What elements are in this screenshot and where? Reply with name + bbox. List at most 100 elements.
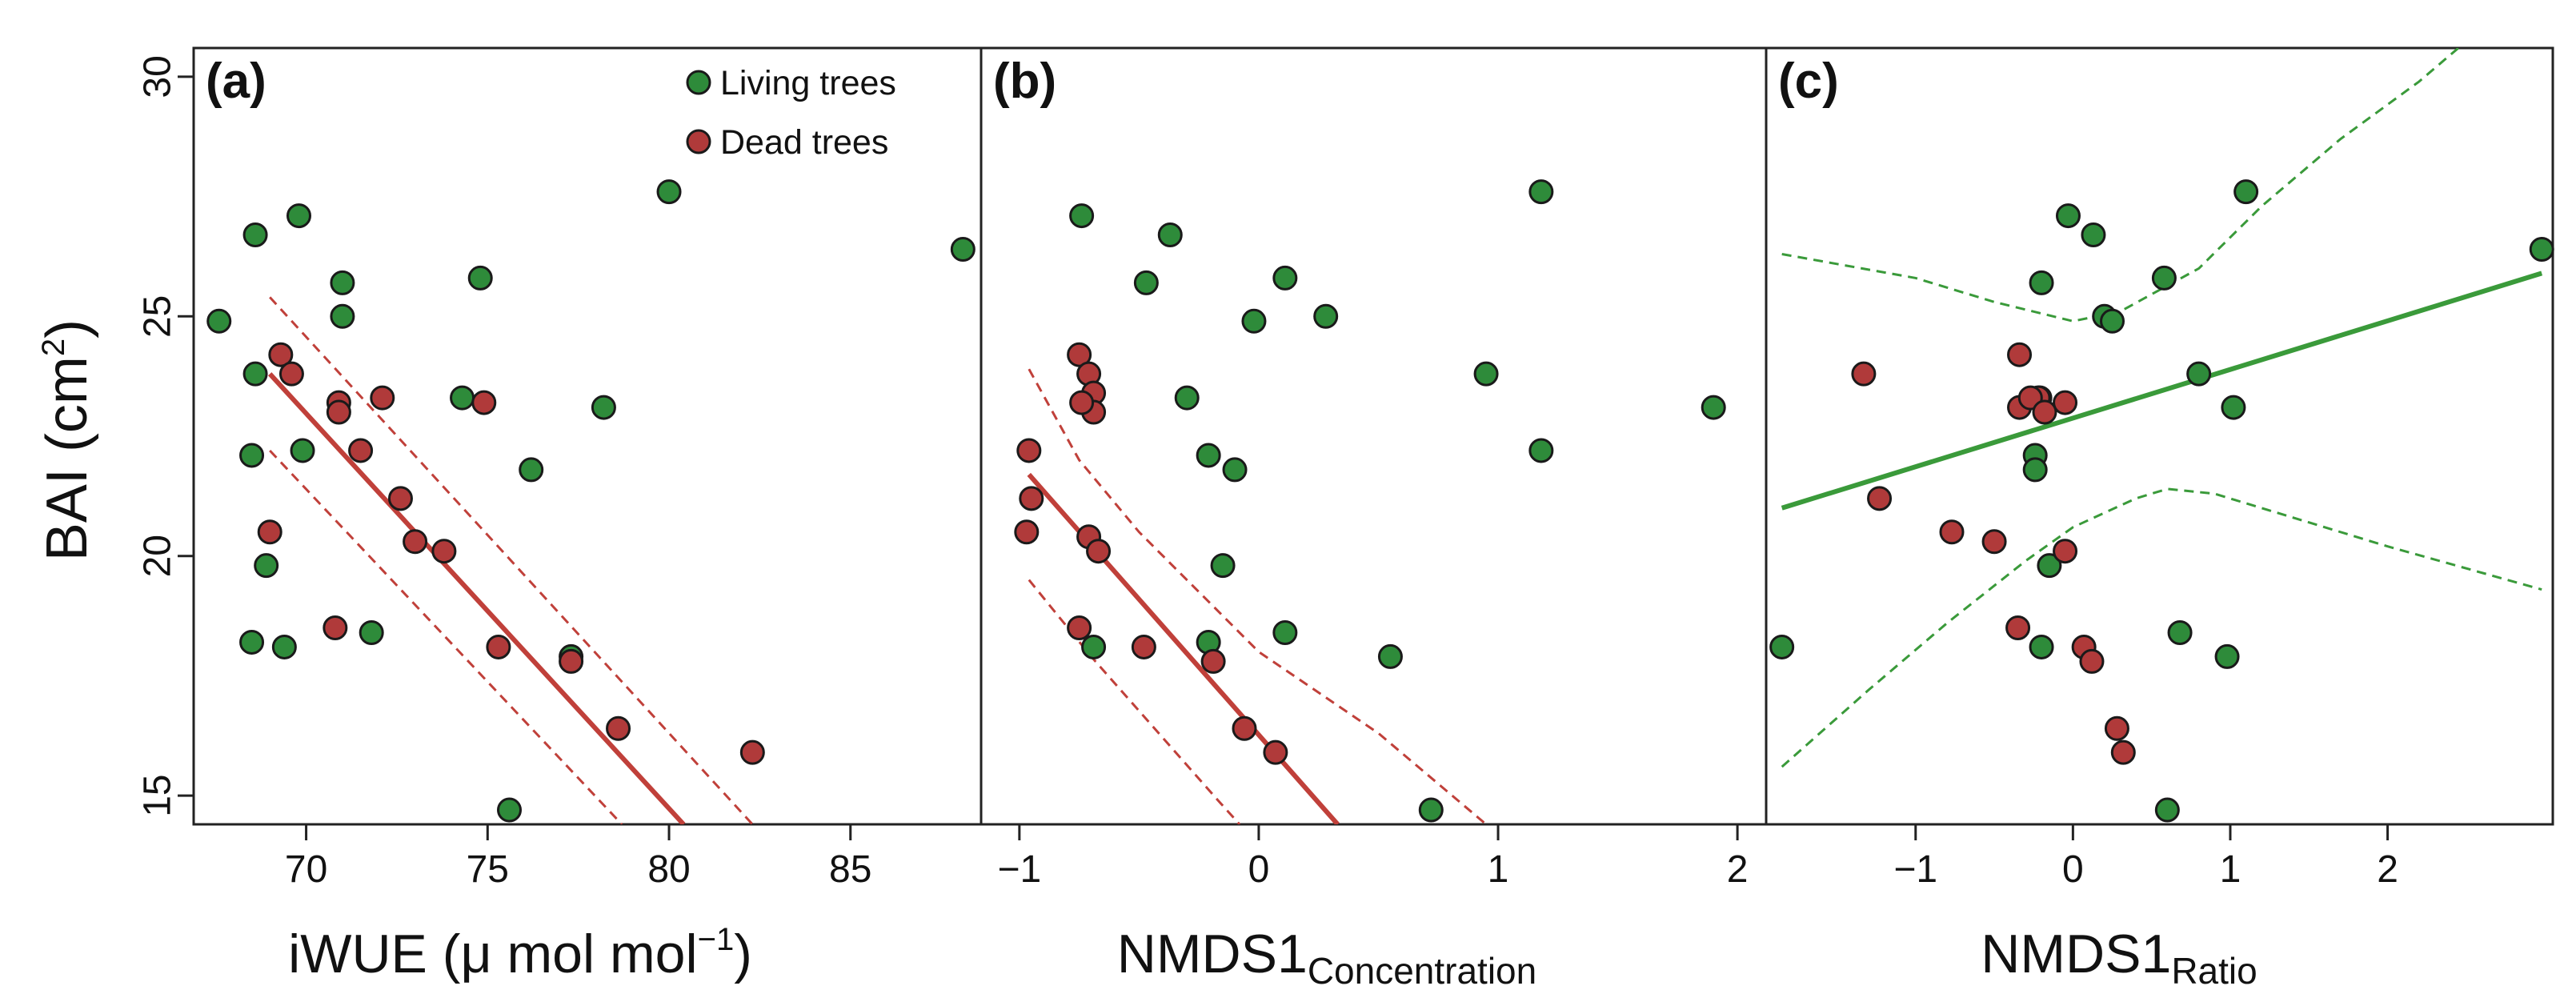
y-label-open: (cm [35, 356, 99, 468]
x-label-a-sup: −1 [698, 922, 735, 957]
living-tree-point-a [656, 179, 682, 205]
x-tick-label-c: 2 [2377, 848, 2398, 891]
dead-tree-point-c [2005, 615, 2031, 641]
dead-tree-point-a [278, 361, 304, 387]
living-tree-point-a [286, 203, 312, 229]
living-tree-point-b [1272, 619, 1298, 645]
living-tree-point-a [519, 457, 544, 483]
upper-ci-b [1028, 368, 1488, 824]
plot-frame [192, 46, 2554, 826]
x-tick-label-b: 2 [1727, 848, 1749, 891]
dead-tree-point-c [1867, 486, 1893, 511]
x-tick-label-b: −1 [997, 848, 1041, 891]
living-tree-point-a [254, 553, 279, 579]
living-tree-point-b [1133, 270, 1159, 295]
living-tree-point-a [271, 634, 297, 659]
living-tree-point-c [1769, 634, 1795, 659]
lower-ci-b [1028, 579, 1241, 824]
x-label-a-main: iWUE ( [288, 924, 461, 984]
dead-tree-point-b [1069, 390, 1095, 415]
lower-ci-a [269, 449, 623, 824]
dead-tree-point-a [739, 739, 765, 765]
x-label-a-mu: μ [460, 924, 491, 984]
y-tick-label: 25 [137, 295, 179, 338]
living-tree-point-b [1418, 797, 1444, 823]
text-layer: 15 20 25 30 70 75 80 85 (a) −1 0 1 2 (b) −1 0 1 2 (c) [137, 54, 2398, 891]
living-tree-point-c [2029, 634, 2054, 659]
x-tick-label-a: 70 [285, 848, 327, 891]
living-tree-point-b [1313, 303, 1339, 329]
dead-tree-point-c [2104, 715, 2129, 741]
living-tree-point-c [2214, 643, 2240, 669]
living-tree-point-c [2081, 222, 2106, 248]
dead-tree-point-a [348, 438, 374, 463]
living-tree-point-a [330, 303, 355, 329]
dead-tree-point-b [1014, 519, 1040, 545]
regression-line-b [1027, 472, 1340, 824]
x-label-b-main: NMDS1 [1117, 924, 1308, 984]
dead-tree-point-a [257, 519, 282, 545]
y-tick-label: 30 [137, 55, 179, 98]
dead-tree-point-b [1019, 486, 1044, 511]
dead-tree-point-a [486, 634, 511, 659]
living-tree-point-c [2233, 179, 2259, 205]
regression-line-c [1781, 271, 2543, 511]
living-tree-point-b [1174, 385, 1200, 411]
living-tree-point-b [1222, 457, 1248, 483]
living-tree-point-a [591, 395, 616, 420]
dead-tree-point-a [471, 390, 497, 415]
living-tree-point-b [1701, 395, 1726, 420]
x-label-a-rest: mol mol [492, 924, 698, 984]
y-tick-label: 15 [137, 774, 179, 816]
lower-ci-c [1781, 487, 2542, 768]
living-tree-point-c [2154, 797, 2180, 823]
dead-tree-point-b [1263, 739, 1288, 765]
living-tree-point-c [2151, 265, 2177, 291]
point-layer [206, 179, 2554, 823]
living-tree-point-b [1081, 634, 1107, 659]
living-tree-point-b [1377, 643, 1403, 669]
living-tree-point-a [950, 236, 976, 262]
living-tree-point-b [1272, 265, 1298, 291]
living-tree-point-b [1528, 179, 1554, 205]
living-tree-point-a [450, 385, 475, 411]
fit-group-c [1781, 48, 2543, 768]
y-label-main: BAI [35, 468, 99, 561]
living-tree-point-c [2529, 236, 2554, 262]
living-tree-point-a [330, 270, 355, 295]
y-axis-label: BAI (cm2) [35, 319, 99, 561]
x-axis-label-b: NMDS1Concentration [1117, 924, 1536, 992]
x-label-a-close: ) [734, 924, 752, 984]
x-tick-label-b: 0 [1248, 848, 1270, 891]
living-tree-point-c [2022, 457, 2048, 483]
living-tree-point-a [467, 265, 493, 291]
living-tree-point-a [239, 629, 265, 655]
y-tick-label: 20 [137, 535, 179, 577]
living-tree-point-b [1241, 308, 1267, 334]
dead-tree-point-b [1232, 715, 1257, 741]
panel-tag-a: (a) [206, 54, 266, 109]
x-tick-label-c: 1 [2220, 848, 2241, 891]
dead-tree-point-b [1200, 648, 1226, 674]
living-tree-point-c [2037, 553, 2062, 579]
legend-marker-dead [686, 129, 711, 154]
living-tree-point-c [2100, 308, 2125, 334]
x-label-c-sub: Ratio [2171, 950, 2257, 992]
x-tick-label-a: 75 [467, 848, 509, 891]
living-tree-point-a [290, 438, 315, 463]
dead-tree-point-a [326, 399, 351, 425]
fit-group-b [1027, 368, 1488, 824]
living-tree-point-a [206, 308, 232, 334]
dead-tree-point-c [2079, 648, 2105, 674]
y-label-close: ) [35, 319, 99, 339]
axes-layer [178, 46, 2554, 840]
dead-tree-point-c [2053, 390, 2078, 415]
x-tick-label-b: 1 [1488, 848, 1509, 891]
dead-tree-point-b [1067, 615, 1092, 641]
living-tree-point-a [497, 797, 523, 823]
dead-tree-point-c [1939, 519, 1965, 545]
dead-tree-point-a [387, 486, 413, 511]
dead-tree-point-a [403, 529, 428, 555]
dead-tree-point-a [606, 715, 631, 741]
